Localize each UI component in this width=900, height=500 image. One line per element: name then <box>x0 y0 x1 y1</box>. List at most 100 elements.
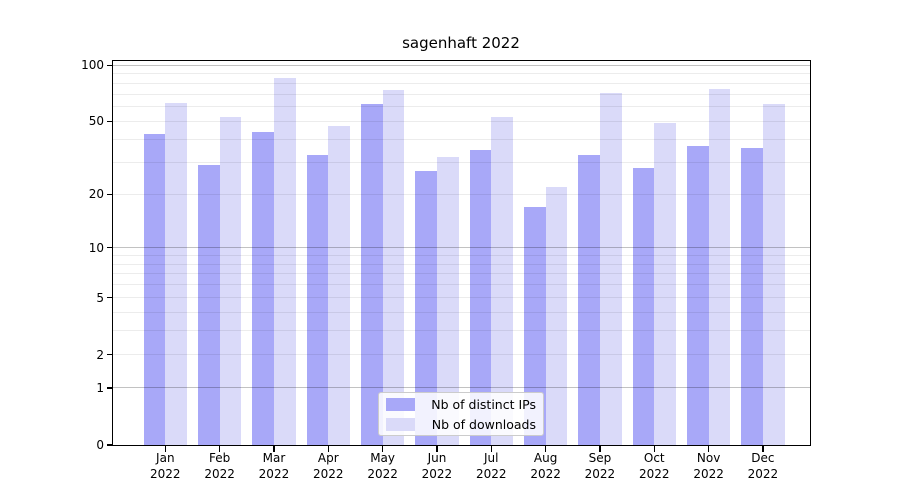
bar-downloads-dec <box>762 104 785 445</box>
bar-downloads-oct <box>654 123 676 445</box>
x-tick-mark <box>653 446 655 452</box>
legend-swatch-ips <box>386 397 415 411</box>
y-tick-label: 50 <box>88 114 104 129</box>
x-tick-label: Mar 2022 <box>246 451 302 482</box>
legend-label: Nb of downloads <box>431 416 536 432</box>
x-tick-month: Aug <box>533 451 558 465</box>
bar-downloads-mar <box>273 78 296 445</box>
x-tick-mark <box>218 446 221 452</box>
bar-downloads-jul <box>491 116 513 445</box>
gridline-minor <box>113 273 810 275</box>
legend: Nb of distinct IPs Nb of downloads <box>378 392 544 436</box>
x-tick-mark <box>762 446 764 452</box>
x-tick-month: Mar <box>262 451 286 465</box>
y-tick-label: 100 <box>81 58 104 73</box>
bar-ips-apr <box>306 154 329 445</box>
x-tick-label: Feb 2022 <box>192 451 248 482</box>
y-tick-label: 0 <box>96 438 104 452</box>
x-tick-month: Dec <box>751 451 775 465</box>
y-tick-mark <box>107 193 113 196</box>
y-tick-mark <box>107 246 113 249</box>
legend-row: Nb of downloads <box>386 417 536 432</box>
y-tick-label: 5 <box>96 290 104 305</box>
x-tick-mark <box>599 446 601 452</box>
gridline-minor <box>113 106 810 108</box>
bar-downloads-nov <box>708 88 731 445</box>
y-tick-label: 10 <box>88 240 104 255</box>
x-tick-year: 2022 <box>584 466 616 481</box>
bar-ips-jan <box>143 133 166 445</box>
y-tick-label: 20 <box>88 187 104 202</box>
bar-ips-jul <box>469 150 492 445</box>
bar-ips-mar <box>252 131 274 445</box>
bar-downloads-sep <box>599 93 622 445</box>
bar-ips-aug <box>523 207 546 445</box>
x-tick-year: 2022 <box>421 466 453 481</box>
x-tick-month: Apr <box>317 451 339 465</box>
gridline-minor <box>113 284 810 286</box>
x-tick-month: Oct <box>643 451 665 465</box>
x-tick-year: 2022 <box>258 466 290 481</box>
gridline-minor <box>113 120 810 122</box>
bar-ips-feb <box>197 165 220 445</box>
chart-title: sagenhaft 2022 <box>402 34 520 52</box>
gridline-minor <box>113 297 810 299</box>
gridline-minor <box>113 263 810 265</box>
gridline-minor <box>113 82 810 84</box>
x-tick-label: May 2022 <box>355 451 411 482</box>
bar-ips-nov <box>686 145 709 445</box>
x-tick-year: 2022 <box>747 466 779 481</box>
x-tick-label: Oct 2022 <box>626 451 682 482</box>
y-tick-mark <box>107 387 113 389</box>
y-tick-mark <box>107 296 113 299</box>
y-tick-mark <box>107 353 113 356</box>
gridline-minor <box>113 138 810 140</box>
x-tick-mark <box>327 446 329 452</box>
bar-downloads-jun <box>436 157 459 445</box>
x-tick-month: May <box>370 451 396 465</box>
y-tick-mark <box>107 444 113 446</box>
y-tick-label: 1 <box>96 380 104 395</box>
x-tick-year: 2022 <box>530 466 561 481</box>
x-tick-year: 2022 <box>475 466 507 481</box>
x-tick-label: Apr 2022 <box>300 451 356 482</box>
x-tick-year: 2022 <box>204 466 235 481</box>
bar-downloads-aug <box>545 186 568 445</box>
gridline-minor <box>113 354 810 356</box>
bar-downloads-apr <box>328 126 350 445</box>
x-tick-label: Jun 2022 <box>409 451 465 482</box>
x-tick-label: Jul 2022 <box>463 451 519 482</box>
gridline-minor <box>113 93 810 95</box>
x-tick-label: Jan 2022 <box>137 451 193 482</box>
bar-downloads-may <box>382 89 405 445</box>
x-tick-mark <box>544 446 547 452</box>
gridline-minor <box>113 73 810 75</box>
x-tick-mark <box>707 446 710 452</box>
y-tick-mark <box>107 120 113 123</box>
x-tick-label: Dec 2022 <box>735 451 791 482</box>
legend-label: Nb of distinct IPs <box>431 396 536 412</box>
x-tick-month: Jul <box>484 451 499 465</box>
gridline-major <box>113 387 810 389</box>
x-tick-year: 2022 <box>693 466 724 481</box>
x-tick-mark <box>164 446 166 452</box>
bar-downloads-jan <box>165 102 187 445</box>
gridline-major <box>113 247 810 249</box>
x-tick-month: Jan <box>156 451 175 465</box>
legend-swatch-downloads <box>386 417 415 431</box>
gridline-minor <box>113 330 810 332</box>
x-tick-year: 2022 <box>313 466 344 481</box>
x-tick-month: Jun <box>427 451 447 465</box>
x-tick-label: Sep 2022 <box>572 451 628 482</box>
bar-ips-dec <box>741 147 763 445</box>
x-tick-label: Aug 2022 <box>518 451 574 482</box>
gridline-minor <box>113 161 810 163</box>
y-tick-label: 2 <box>96 347 104 362</box>
x-tick-month: Nov <box>696 451 721 465</box>
gridline-minor <box>113 312 810 314</box>
y-tick-mark <box>107 64 113 66</box>
x-tick-month: Sep <box>588 451 612 465</box>
x-tick-year: 2022 <box>367 466 398 481</box>
gridline-minor <box>113 255 810 256</box>
